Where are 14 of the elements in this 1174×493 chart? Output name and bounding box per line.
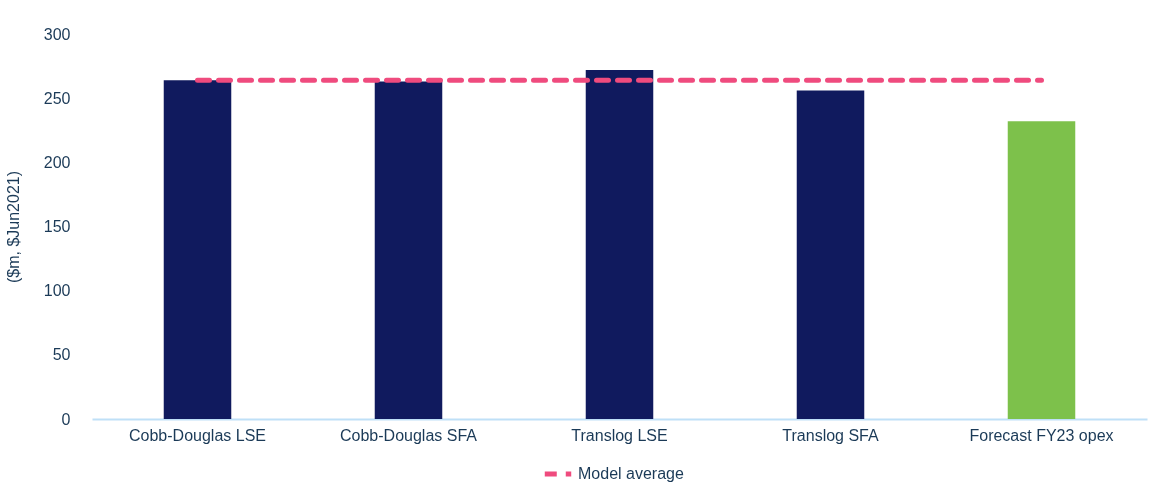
x-tick-label: Cobb-Douglas SFA: [340, 426, 478, 444]
x-tick-label: Translog SFA: [782, 426, 879, 444]
y-axis-title: ($m, $Jun2021): [4, 170, 22, 284]
y-tick-label: 100: [43, 282, 71, 300]
y-tick-label: 50: [52, 346, 71, 364]
y-tick-label: 300: [43, 25, 71, 43]
x-tick-label: Forecast FY23 opex: [969, 426, 1114, 444]
y-tick-label: 200: [43, 153, 71, 171]
y-tick-label: 150: [43, 218, 71, 235]
legend-label: Model average: [578, 465, 684, 482]
y-tick-label: 0: [61, 410, 71, 428]
x-tick-label: Cobb-Douglas LSE: [129, 426, 266, 444]
x-tick-label: Translog LSE: [571, 426, 668, 444]
y-tick-label: 250: [43, 89, 71, 107]
